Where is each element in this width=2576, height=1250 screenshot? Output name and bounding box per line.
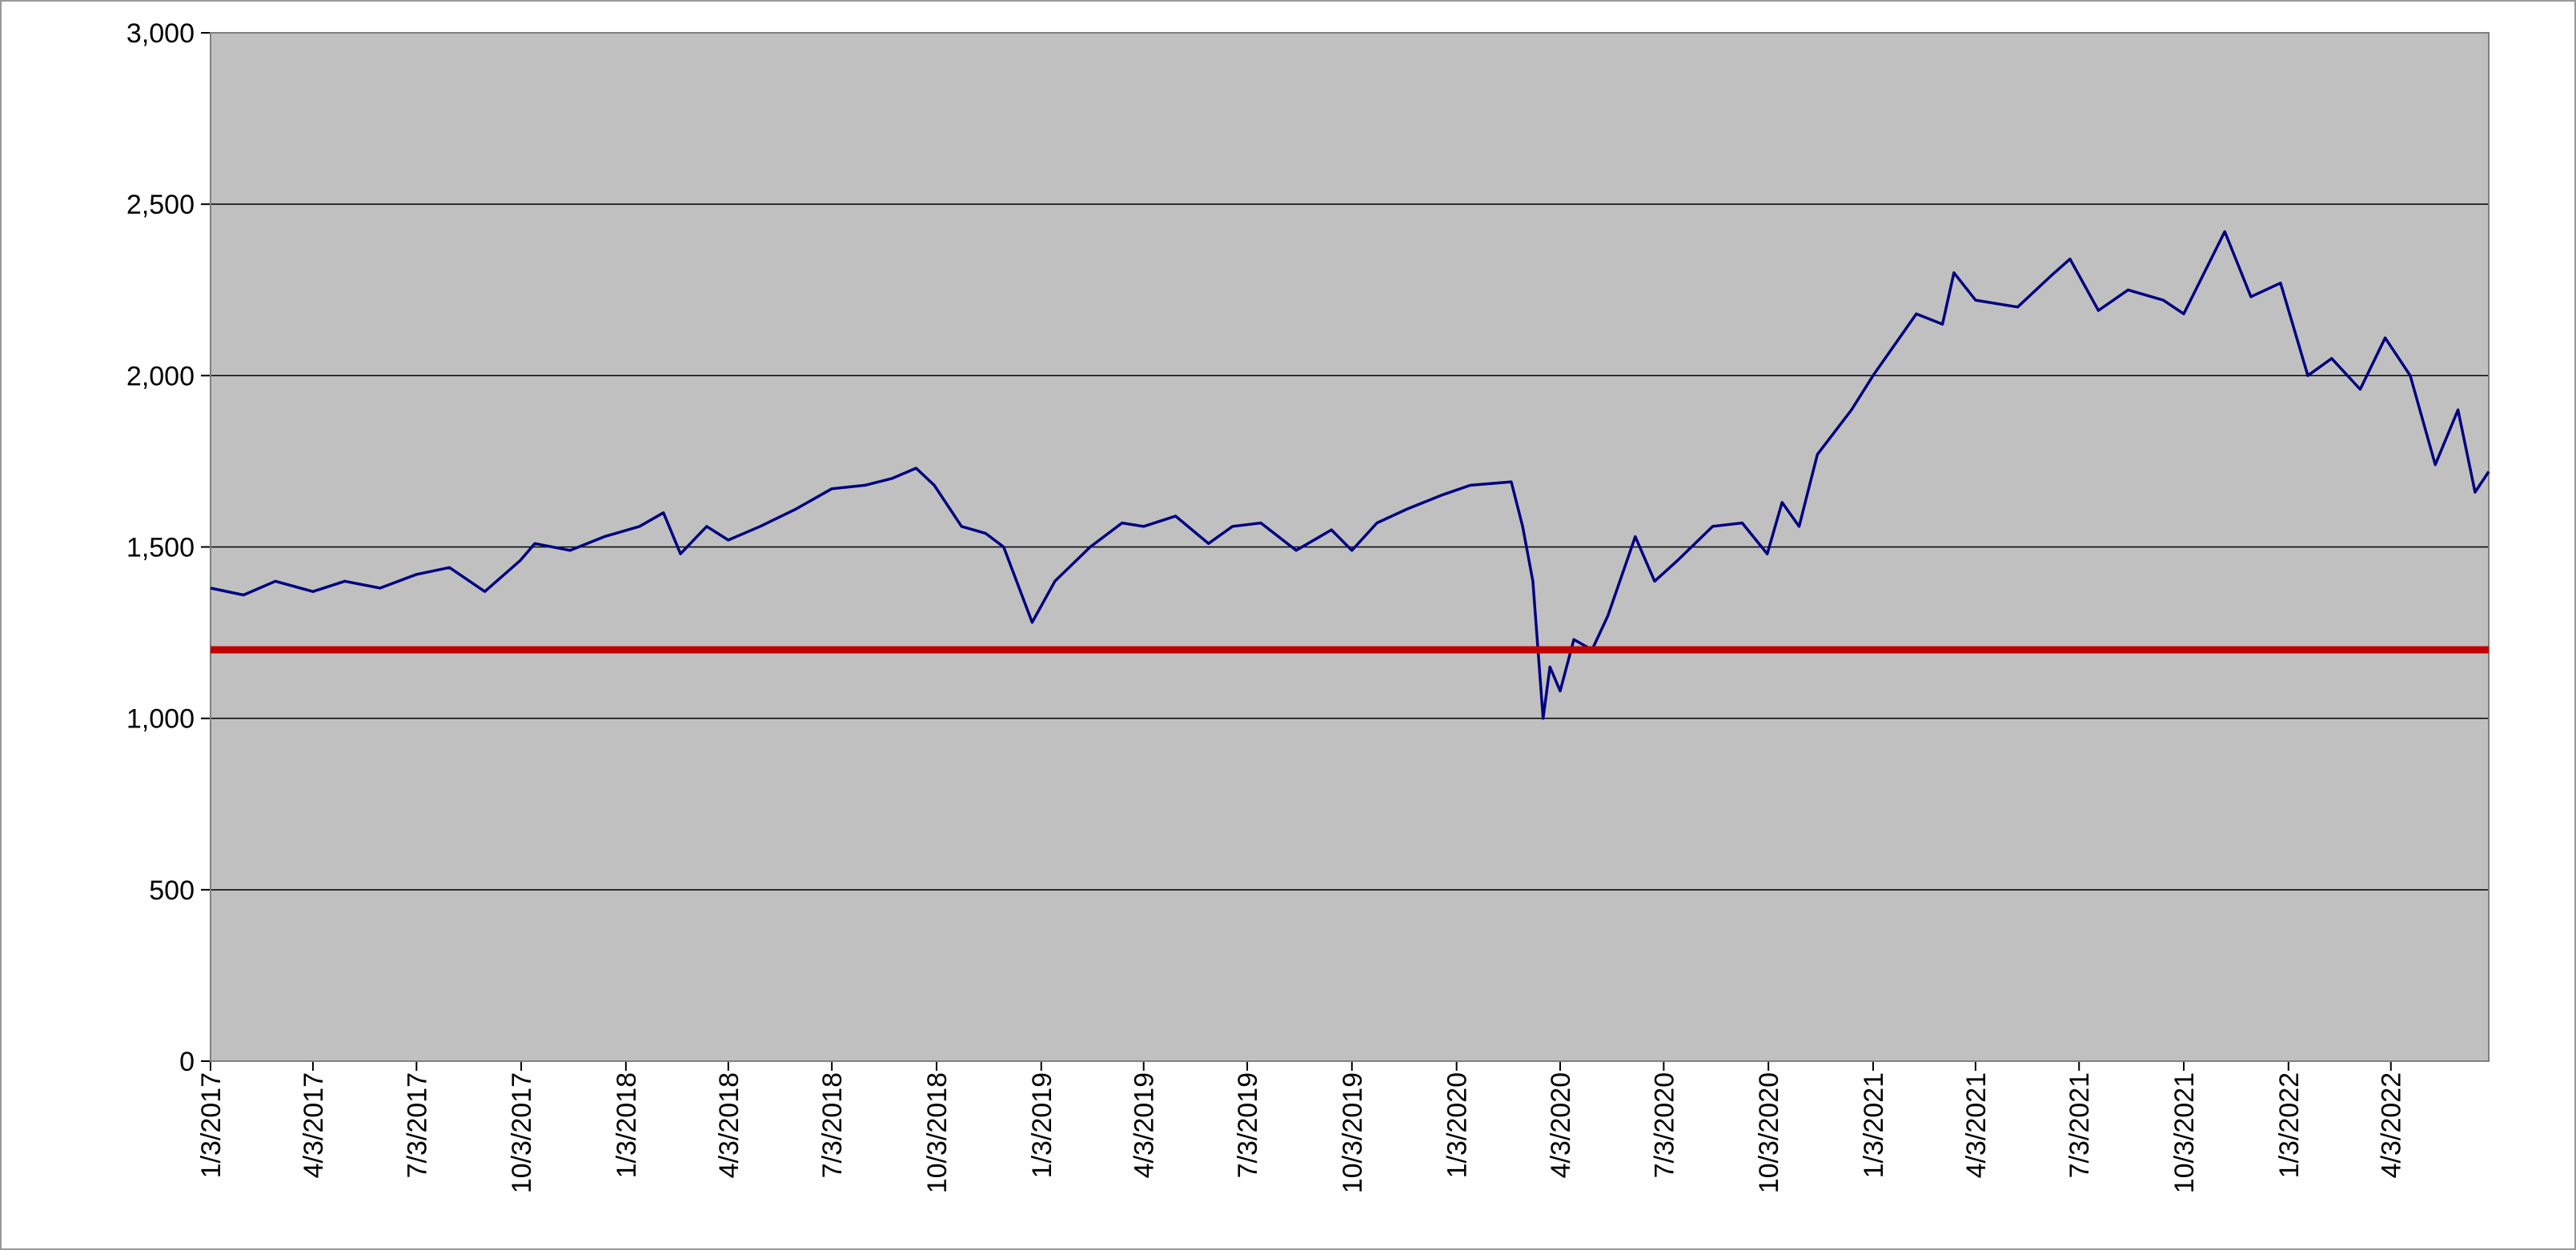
y-tick-label: 2,500 [126, 190, 195, 220]
x-tick-label: 7/3/2019 [1233, 1072, 1263, 1178]
x-tick-label: 4/3/2018 [714, 1072, 744, 1178]
x-tick-label: 4/3/2017 [299, 1072, 329, 1178]
x-tick-label: 10/3/2018 [922, 1072, 953, 1193]
x-tick-label: 4/3/2019 [1130, 1072, 1160, 1178]
y-tick-label: 500 [149, 875, 195, 906]
y-tick-label: 0 [179, 1047, 195, 1077]
x-tick-label: 4/3/2022 [2377, 1072, 2407, 1178]
y-tick-label: 1,000 [126, 704, 195, 735]
x-tick-label: 1/3/2021 [1859, 1072, 1889, 1178]
x-tick-label: 7/3/2017 [402, 1072, 432, 1178]
x-tick-label: 1/3/2020 [1442, 1072, 1473, 1178]
x-tick-label: 1/3/2022 [2274, 1072, 2305, 1178]
plot-border [210, 32, 2490, 1062]
x-tick-label: 10/3/2019 [1338, 1072, 1368, 1193]
x-tick-label: 4/3/2021 [1961, 1072, 1992, 1178]
y-tick-label: 2,000 [126, 361, 195, 391]
x-tick-label: 10/3/2020 [1754, 1072, 1784, 1193]
data-line [210, 230, 2490, 720]
x-tick-label: 7/3/2020 [1649, 1072, 1679, 1178]
x-tick-label: 1/3/2017 [196, 1072, 227, 1178]
x-tick-label: 10/3/2017 [507, 1072, 537, 1193]
x-tick-label: 4/3/2020 [1546, 1072, 1576, 1178]
y-tick-label: 1,500 [126, 533, 195, 563]
x-tick-label: 1/3/2019 [1027, 1072, 1057, 1178]
y-tick-label: 3,000 [126, 18, 195, 49]
x-tick-label: 1/3/2018 [612, 1072, 642, 1178]
x-tick-label: 10/3/2021 [2169, 1072, 2200, 1193]
x-tick-label: 7/3/2018 [817, 1072, 848, 1178]
x-tick-label: 7/3/2021 [2064, 1072, 2095, 1178]
